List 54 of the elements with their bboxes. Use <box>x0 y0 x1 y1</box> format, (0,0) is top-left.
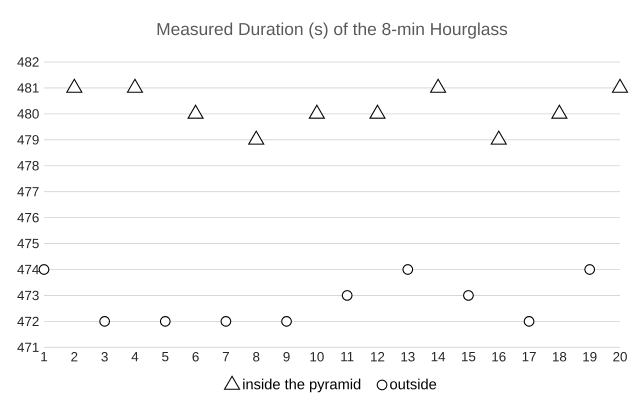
point <box>430 78 446 93</box>
x-tick-label: 7 <box>222 352 229 362</box>
x-tick-label: 1 <box>41 352 48 362</box>
x-tick-label: 2 <box>71 352 78 362</box>
x-tick-label: 16 <box>492 352 506 362</box>
point <box>160 316 171 327</box>
legend-label: outside <box>390 378 436 390</box>
x-tick-label: 3 <box>101 352 108 362</box>
y-tick-label: 478 <box>17 161 39 170</box>
x-tick-label: 9 <box>283 352 290 362</box>
y-tick-label: 475 <box>17 238 39 248</box>
x-tick-label: 15 <box>462 352 476 362</box>
y-tick-label: 479 <box>17 135 39 145</box>
y-tick-label: 471 <box>17 342 39 352</box>
y-tick-label: 472 <box>17 316 39 326</box>
x-tick-label: 18 <box>552 352 566 362</box>
y-tick-label: 481 <box>17 83 39 93</box>
point <box>551 104 568 119</box>
point <box>402 264 414 275</box>
point <box>369 104 386 119</box>
point <box>524 316 534 327</box>
point <box>38 264 50 275</box>
x-tick-label: 8 <box>253 352 260 362</box>
point <box>463 290 474 301</box>
point <box>584 264 596 275</box>
point <box>220 316 232 327</box>
y-tick-label: 480 <box>17 109 39 119</box>
point <box>126 78 143 93</box>
chart-title: Measured Duration (s) of the 8-min Hourglass <box>158 22 508 39</box>
x-tick-label: 17 <box>522 352 536 362</box>
legend-label: inside the pyramid <box>243 378 360 392</box>
x-tick-label: 10 <box>310 352 324 362</box>
x-tick-label: 14 <box>432 352 446 362</box>
x-tick-label: 13 <box>401 352 415 362</box>
x-tick-label: 4 <box>132 352 138 362</box>
x-tick-label: 12 <box>371 352 384 362</box>
point <box>248 130 264 145</box>
point <box>99 316 110 327</box>
x-tick-label: 6 <box>192 352 199 362</box>
y-tick-label: 477 <box>17 187 39 196</box>
point <box>308 104 325 119</box>
x-tick-label: 19 <box>583 352 596 362</box>
point <box>281 316 292 327</box>
y-tick-label: 474 <box>17 264 39 274</box>
y-tick-label: 473 <box>17 290 39 300</box>
y-tick-label: 476 <box>17 212 39 222</box>
point <box>342 290 352 301</box>
point <box>66 78 82 93</box>
x-tick-label: 20 <box>613 352 627 362</box>
point <box>188 104 204 119</box>
x-tick-label: 11 <box>341 352 354 362</box>
y-tick-label: 482 <box>17 57 39 67</box>
x-tick-label: 5 <box>162 352 168 362</box>
point <box>490 130 507 145</box>
